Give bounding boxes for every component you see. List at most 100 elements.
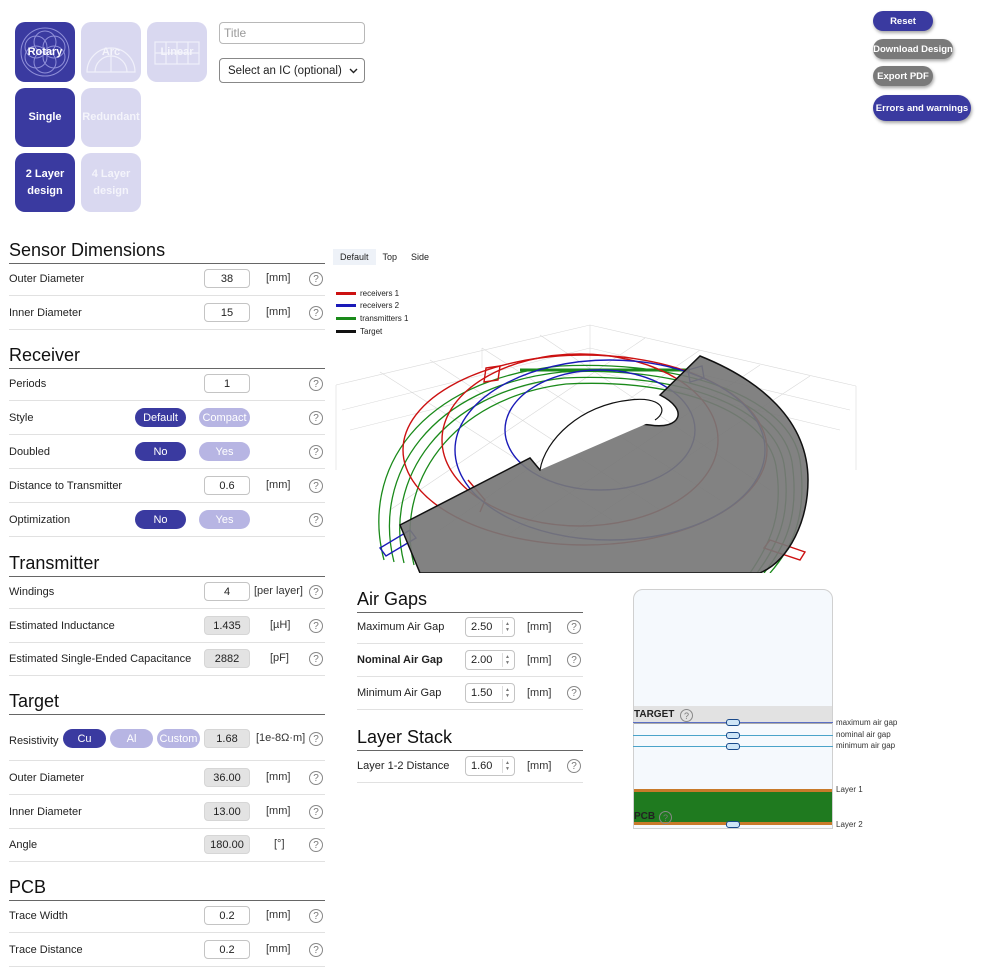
tab-default[interactable]: Default: [333, 249, 376, 265]
nominal-air-gap-input[interactable]: 2.00 ▲ ▼: [465, 650, 515, 670]
layer2-label: Layer 2: [836, 820, 863, 829]
inner-diameter-input[interactable]: 15: [204, 303, 250, 322]
help-icon[interactable]: ?: [309, 306, 323, 320]
help-icon[interactable]: ?: [309, 479, 323, 493]
layer1-label: Layer 1: [836, 785, 863, 794]
nom-gap-handle[interactable]: [726, 732, 740, 739]
linear-label: Linear: [160, 45, 194, 58]
export-pdf-button[interactable]: Export PDF: [873, 66, 933, 86]
help-icon[interactable]: ?: [309, 943, 323, 957]
help-icon[interactable]: ?: [309, 411, 323, 425]
min-gap-handle[interactable]: [726, 743, 740, 750]
optimization-row: Optimization No Yes ?: [9, 503, 325, 537]
title-input[interactable]: [219, 22, 365, 44]
tab-side[interactable]: Side: [411, 252, 430, 262]
trace-distance-label: Trace Distance: [9, 943, 83, 956]
help-icon[interactable]: ?: [309, 585, 323, 599]
help-icon[interactable]: ?: [567, 653, 581, 667]
style-compact-toggle[interactable]: Compact: [199, 408, 250, 427]
help-icon[interactable]: ?: [309, 732, 323, 746]
help-icon[interactable]: ?: [309, 513, 323, 527]
download-label: Download Design: [873, 43, 953, 55]
help-icon[interactable]: ?: [567, 620, 581, 634]
windings-row: Windings 4 [per layer] ?: [9, 575, 325, 609]
spinner-arrows-icon[interactable]: ▲ ▼: [502, 653, 512, 667]
max-air-gap-row: Maximum Air Gap 2.50 ▲ ▼ [mm] ?: [357, 611, 583, 644]
help-icon[interactable]: ?: [309, 771, 323, 785]
help-icon[interactable]: ?: [309, 445, 323, 459]
layer12-distance-input[interactable]: 1.60 ▲ ▼: [465, 756, 515, 776]
help-icon[interactable]: ?: [659, 811, 672, 824]
linear-mode-button[interactable]: Linear: [147, 22, 207, 82]
four-layer-design-button[interactable]: 4 Layer design: [81, 153, 141, 212]
target-shape: [399, 355, 809, 573]
rotary-flower-icon: [20, 27, 70, 77]
capacitance-value: 2882: [204, 649, 250, 668]
periods-input[interactable]: 1: [204, 374, 250, 393]
layer2-handle[interactable]: [726, 821, 740, 828]
nominal-air-gap-unit: [mm]: [527, 654, 552, 666]
min-air-gap-input[interactable]: 1.50 ▲ ▼: [465, 683, 515, 703]
errors-warnings-button[interactable]: Errors and warnings: [873, 95, 971, 121]
help-icon[interactable]: ?: [309, 838, 323, 852]
optimization-yes-toggle[interactable]: Yes: [199, 510, 250, 529]
two-layer-design-button[interactable]: 2 Layer design: [15, 153, 75, 212]
windings-input[interactable]: 4: [204, 582, 250, 601]
help-icon[interactable]: ?: [567, 759, 581, 773]
help-icon[interactable]: ?: [309, 909, 323, 923]
target-outer-label: Outer Diameter: [9, 771, 85, 784]
nominal-air-gap-value: 2.00: [471, 654, 493, 666]
max-air-gap-input[interactable]: 2.50 ▲ ▼: [465, 617, 515, 637]
outer-diameter-input[interactable]: 38: [204, 269, 250, 288]
help-icon[interactable]: ?: [309, 272, 323, 286]
sensor-3d-view[interactable]: [330, 275, 860, 573]
single-mode-button[interactable]: Single: [15, 88, 75, 147]
doubled-row: Doubled No Yes ?: [9, 435, 325, 469]
redundant-label: Redundant: [82, 111, 140, 123]
spinner-arrows-icon[interactable]: ▲ ▼: [502, 686, 512, 700]
doubled-yes-toggle[interactable]: Yes: [199, 442, 250, 461]
download-design-button[interactable]: Download Design: [873, 39, 953, 59]
distance-input[interactable]: 0.6: [204, 476, 250, 495]
trace-width-input[interactable]: 0.2: [204, 906, 250, 925]
min-air-gap-row: Minimum Air Gap 1.50 ▲ ▼ [mm] ?: [357, 677, 583, 710]
help-icon[interactable]: ?: [567, 686, 581, 700]
trace-width-row: Trace Width 0.2 [mm] ?: [9, 899, 325, 933]
inner-diameter-unit: [mm]: [266, 306, 291, 318]
help-icon[interactable]: ?: [309, 805, 323, 819]
help-icon[interactable]: ?: [309, 619, 323, 633]
optimization-no-toggle[interactable]: No: [135, 510, 186, 529]
max-gap-handle[interactable]: [726, 719, 740, 726]
redundant-mode-button[interactable]: Redundant: [81, 88, 141, 147]
spinner-arrows-icon[interactable]: ▲ ▼: [502, 620, 512, 634]
trace-distance-row: Trace Distance 0.2 [mm] ?: [9, 933, 325, 967]
ic-select[interactable]: Select an IC (optional): [219, 58, 365, 83]
distance-label: Distance to Transmitter: [9, 479, 123, 492]
help-icon[interactable]: ?: [309, 377, 323, 391]
help-icon[interactable]: ?: [680, 709, 693, 722]
capacitance-unit: [pF]: [270, 652, 289, 664]
max-air-gap-value: 2.50: [471, 621, 493, 633]
errors-label: Errors and warnings: [875, 102, 969, 114]
target-inner-row: Inner Diameter 13.00 [mm] ?: [9, 795, 325, 829]
stack-target-label: TARGET: [634, 709, 675, 720]
spinner-arrows-icon[interactable]: ▲ ▼: [502, 759, 512, 773]
periods-row: Periods 1 ?: [9, 367, 325, 401]
arc-mode-button[interactable]: Arc: [81, 22, 141, 82]
resistivity-cu-toggle[interactable]: Cu: [63, 729, 106, 748]
rotary-mode-button[interactable]: Rotary: [15, 22, 75, 82]
trace-distance-input[interactable]: 0.2: [204, 940, 250, 959]
style-default-toggle[interactable]: Default: [135, 408, 186, 427]
resistivity-row: Resistivity Cu Al Custom 1.68 [1e-8Ω·m] …: [9, 721, 325, 761]
resistivity-al-toggle[interactable]: Al: [110, 729, 153, 748]
tab-top[interactable]: Top: [382, 252, 398, 262]
transmitter-heading: Transmitter: [9, 553, 325, 577]
receiver-heading: Receiver: [9, 345, 325, 369]
inductance-value: 1.435: [204, 616, 250, 635]
help-icon[interactable]: ?: [309, 652, 323, 666]
resistivity-custom-toggle[interactable]: Custom: [157, 729, 200, 748]
max-air-gap-label: Maximum Air Gap: [357, 621, 445, 633]
doubled-no-toggle[interactable]: No: [135, 442, 186, 461]
linear-icon: [154, 41, 200, 65]
reset-button[interactable]: Reset: [873, 11, 933, 31]
